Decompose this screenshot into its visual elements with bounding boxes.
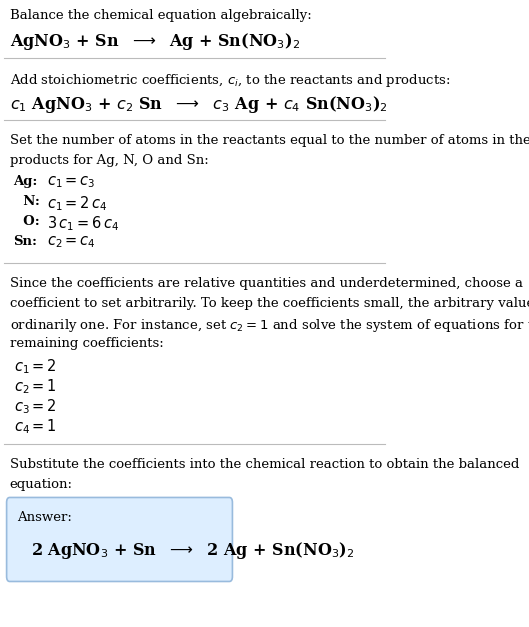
Text: $3\,c_1 = 6\,c_4$: $3\,c_1 = 6\,c_4$ bbox=[47, 214, 119, 233]
Text: Sn:: Sn: bbox=[14, 234, 38, 248]
Text: products for Ag, N, O and Sn:: products for Ag, N, O and Sn: bbox=[10, 154, 208, 167]
Text: $c_1 = 2$: $c_1 = 2$ bbox=[14, 357, 57, 376]
Text: $c_2 = 1$: $c_2 = 1$ bbox=[14, 377, 57, 396]
Text: 2 AgNO$_3$ + Sn  $\longrightarrow$  2 Ag + Sn(NO$_3$)$_2$: 2 AgNO$_3$ + Sn $\longrightarrow$ 2 Ag +… bbox=[31, 540, 354, 561]
Text: AgNO$_3$ + Sn  $\longrightarrow$  Ag + Sn(NO$_3$)$_2$: AgNO$_3$ + Sn $\longrightarrow$ Ag + Sn(… bbox=[10, 31, 300, 53]
Text: Add stoichiometric coefficients, $c_i$, to the reactants and products:: Add stoichiometric coefficients, $c_i$, … bbox=[10, 72, 450, 89]
Text: $c_1$ AgNO$_3$ + $c_2$ Sn  $\longrightarrow$  $c_3$ Ag + $c_4$ Sn(NO$_3$)$_2$: $c_1$ AgNO$_3$ + $c_2$ Sn $\longrightarr… bbox=[10, 94, 387, 115]
Text: Set the number of atoms in the reactants equal to the number of atoms in the: Set the number of atoms in the reactants… bbox=[10, 134, 529, 147]
Text: coefficient to set arbitrarily. To keep the coefficients small, the arbitrary va: coefficient to set arbitrarily. To keep … bbox=[10, 297, 529, 310]
Text: $c_3 = 2$: $c_3 = 2$ bbox=[14, 397, 57, 416]
Text: ordinarily one. For instance, set $c_2 = 1$ and solve the system of equations fo: ordinarily one. For instance, set $c_2 =… bbox=[10, 317, 529, 334]
Text: Substitute the coefficients into the chemical reaction to obtain the balanced: Substitute the coefficients into the che… bbox=[10, 458, 519, 471]
Text: $c_1 = 2\,c_4$: $c_1 = 2\,c_4$ bbox=[47, 194, 107, 213]
Text: $c_2 = c_4$: $c_2 = c_4$ bbox=[47, 234, 96, 250]
Text: Since the coefficients are relative quantities and underdetermined, choose a: Since the coefficients are relative quan… bbox=[10, 277, 523, 290]
Text: equation:: equation: bbox=[10, 478, 72, 491]
Text: $c_1 = c_3$: $c_1 = c_3$ bbox=[47, 174, 95, 190]
Text: remaining coefficients:: remaining coefficients: bbox=[10, 337, 163, 350]
FancyBboxPatch shape bbox=[6, 497, 232, 581]
Text: O:: O: bbox=[14, 214, 39, 228]
Text: N:: N: bbox=[14, 194, 40, 208]
Text: Balance the chemical equation algebraically:: Balance the chemical equation algebraica… bbox=[10, 9, 312, 23]
Text: Answer:: Answer: bbox=[17, 511, 72, 524]
Text: Ag:: Ag: bbox=[14, 174, 38, 187]
Text: $c_4 = 1$: $c_4 = 1$ bbox=[14, 417, 57, 436]
